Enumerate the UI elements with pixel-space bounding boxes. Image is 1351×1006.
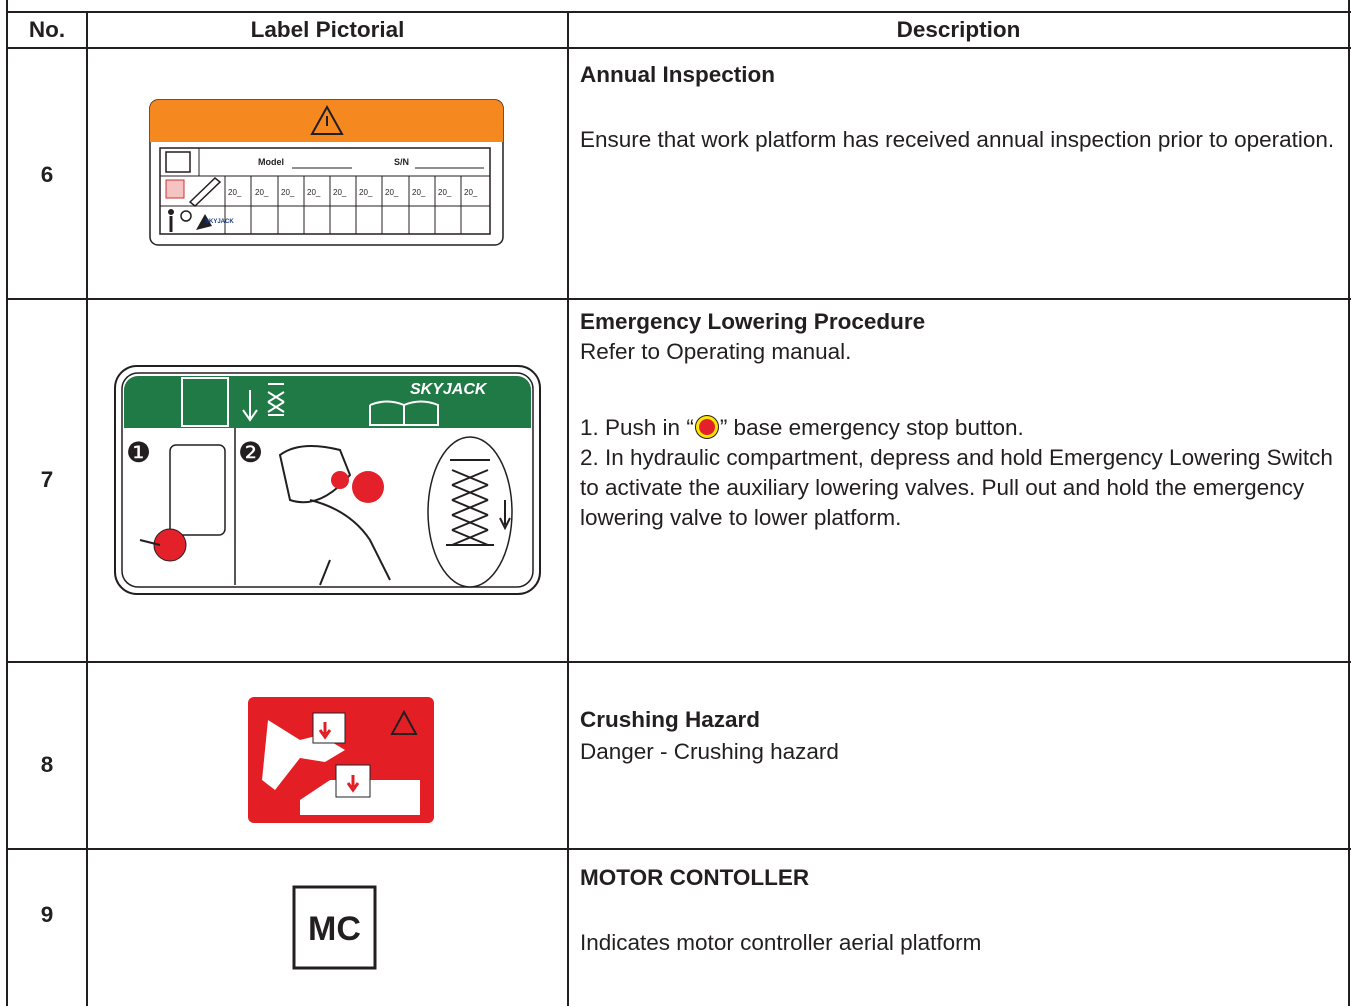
rule — [6, 661, 1351, 663]
crushing-hazard-label — [248, 697, 434, 823]
row-number: 8 — [40, 752, 54, 777]
label-text: ❷ — [238, 437, 263, 468]
label-text: ❶ — [126, 437, 151, 468]
row-number: 9 — [40, 902, 54, 927]
label-text: 20_ — [464, 188, 478, 197]
desc-text: Danger - Crushing hazard — [580, 739, 839, 764]
description: Crushing Hazard Danger - Crushing hazard — [580, 705, 1342, 767]
stop-button-icon — [694, 415, 719, 439]
rule — [6, 0, 8, 1006]
label-text: 20_ — [281, 188, 295, 197]
header-cell: No. — [28, 17, 66, 42]
rule — [6, 848, 1351, 850]
label-text: Model — [258, 157, 284, 167]
desc-text: 2. In hydraulic compartment, depress and… — [580, 445, 1333, 530]
label-text: 20_ — [359, 188, 373, 197]
emergency-lowering-label: SKYJACK ❶ ❷ — [114, 365, 541, 595]
rule — [86, 12, 88, 1006]
desc-text: ” base emergency stop button. — [719, 415, 1024, 440]
desc-title: Emergency Lowering Procedure — [580, 309, 926, 334]
rule — [6, 298, 1351, 300]
desc-title: MOTOR CONTOLLER — [580, 865, 810, 890]
label-text: SKYJACK — [410, 381, 488, 398]
desc-text: Refer to Operating manual. — [580, 339, 852, 364]
description: Annual Inspection Ensure that work platf… — [580, 60, 1342, 155]
label-text: MC — [308, 910, 361, 948]
mc-label: MC — [292, 885, 377, 970]
annual-inspection-label: Model S/N 20_ 20_ 20_ 20_ 20_ 20_ 20_ 20… — [149, 99, 504, 246]
header-cell: Description — [896, 17, 1021, 42]
label-text: SKYJACK — [205, 219, 234, 225]
label-text: 20_ — [412, 188, 426, 197]
rule — [1348, 0, 1350, 1006]
rule — [6, 11, 1351, 13]
label-text: 20_ — [228, 188, 242, 197]
label-text: 20_ — [307, 188, 321, 197]
rule — [6, 47, 1351, 49]
rule — [567, 12, 569, 1006]
desc-title: Crushing Hazard — [580, 707, 761, 732]
desc-text: Indicates motor controller aerial platfo… — [580, 930, 982, 955]
header-cell: Label Pictorial — [250, 17, 405, 42]
description: MOTOR CONTOLLER Indicates motor controll… — [580, 863, 1342, 958]
label-text: 20_ — [385, 188, 399, 197]
row-number: 6 — [40, 162, 54, 187]
label-text: 20_ — [255, 188, 269, 197]
desc-step: 1. Push in “ ” base emergency stop button… — [580, 413, 1342, 443]
label-text: 20_ — [438, 188, 452, 197]
label-text: 20_ — [333, 188, 347, 197]
row-number: 7 — [40, 467, 54, 492]
description: Emergency Lowering Procedure Refer to Op… — [580, 307, 1342, 533]
desc-text: Ensure that work platform has received a… — [580, 127, 1335, 152]
label-text: S/N — [394, 157, 409, 167]
desc-text: 1. Push in “ — [580, 415, 694, 440]
desc-title: Annual Inspection — [580, 62, 776, 87]
